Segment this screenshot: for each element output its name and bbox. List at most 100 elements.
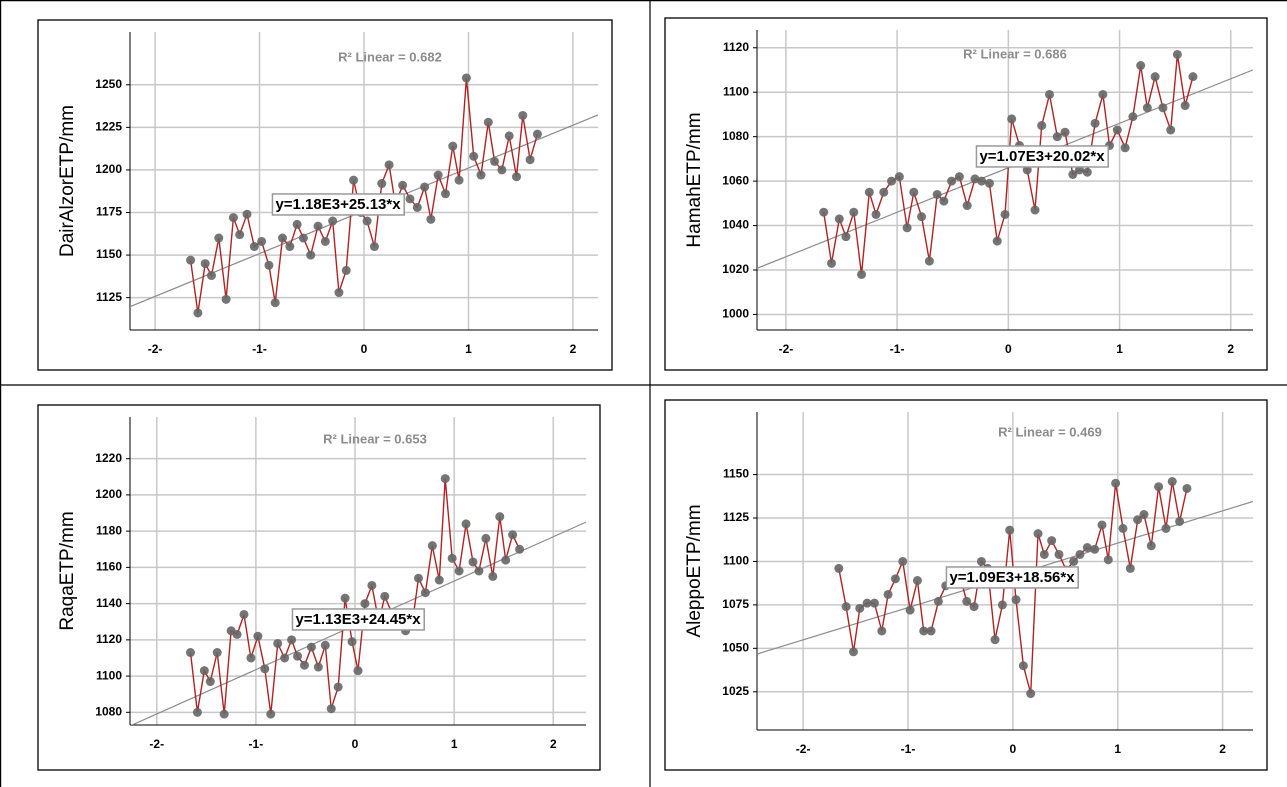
data-point — [1175, 516, 1185, 526]
data-point — [1018, 661, 1028, 671]
y-tick-label: 1200 — [95, 487, 122, 501]
data-point — [1180, 101, 1190, 111]
data-point — [841, 232, 851, 242]
data-point — [1005, 525, 1015, 535]
data-point — [898, 556, 908, 566]
data-point — [1097, 520, 1107, 530]
data-point — [483, 117, 493, 127]
data-point — [461, 73, 471, 83]
y-tick-label: 1025 — [722, 684, 749, 698]
data-point — [481, 533, 491, 543]
data-point — [926, 626, 936, 636]
equation-label: y=1.13E3+24.45*x — [295, 611, 421, 628]
x-tick-label: -1- — [901, 742, 916, 756]
data-point — [306, 642, 316, 652]
data-point — [1060, 127, 1070, 137]
chart-panel: -2- -1- 0 1 2 1000 1020 1040 1060 1080 1100 1120 Ham… — [664, 17, 1268, 371]
data-point — [440, 189, 450, 199]
data-point — [257, 236, 267, 246]
data-point — [205, 677, 215, 687]
data-point — [214, 233, 224, 243]
data-line — [189, 478, 521, 715]
data-point — [939, 196, 949, 206]
panel-frame — [664, 17, 1268, 371]
data-point — [1111, 478, 1121, 488]
data-point — [221, 294, 231, 304]
x-tick-label: -2- — [779, 342, 794, 356]
data-point — [969, 602, 979, 612]
data-point — [1022, 165, 1032, 175]
data-point — [504, 131, 514, 141]
data-point — [855, 603, 865, 613]
data-point — [512, 172, 522, 182]
data-point — [827, 258, 837, 268]
data-point — [1044, 89, 1054, 99]
x-tick-label: 2 — [1219, 742, 1226, 756]
data-point — [185, 648, 195, 658]
x-tick-label: 0 — [361, 342, 368, 356]
y-tick-label: 1050 — [722, 640, 749, 654]
equation-box — [945, 566, 1079, 589]
y-tick-label: 1100 — [96, 668, 122, 682]
equation-label: y=1.09E3+18.56*x — [949, 569, 1075, 586]
data-point — [299, 660, 309, 670]
data-point — [1000, 209, 1010, 219]
data-point — [260, 664, 270, 674]
data-point — [1120, 143, 1130, 153]
data-point — [367, 580, 377, 590]
y-tick-label: 1125 — [723, 510, 749, 524]
data-point — [278, 233, 288, 243]
data-point — [849, 207, 859, 217]
data-point — [1075, 549, 1085, 559]
y-tick-label: 1125 — [96, 290, 122, 304]
y-axis-label: AleppoETP/mm — [684, 504, 705, 637]
data-point — [834, 214, 844, 224]
data-point — [433, 170, 443, 180]
x-tick-label: -2- — [148, 342, 163, 356]
x-tick-label: 2 — [550, 737, 557, 751]
data-point — [306, 250, 316, 260]
data-point — [249, 242, 259, 252]
data-point — [879, 187, 889, 197]
y-tick-label: 1040 — [722, 218, 749, 232]
y-tick-label: 1075 — [722, 597, 749, 611]
data-point — [819, 207, 829, 217]
data-point — [469, 151, 479, 161]
data-point — [992, 236, 1002, 246]
data-point — [362, 216, 372, 226]
r2-annotation: R² Linear = 0.469 — [998, 424, 1102, 439]
data-point — [253, 631, 263, 641]
data-point — [293, 651, 303, 661]
data-point — [1037, 121, 1047, 131]
data-point — [273, 638, 283, 648]
data-point — [468, 557, 478, 567]
data-point — [1007, 114, 1017, 124]
data-point — [497, 165, 507, 175]
data-point — [199, 666, 209, 676]
data-point — [501, 555, 511, 565]
y-tick-label: 1020 — [722, 262, 749, 276]
data-point — [1150, 72, 1160, 82]
data-point — [1047, 536, 1057, 546]
data-point — [1128, 112, 1138, 122]
data-point — [448, 141, 458, 151]
data-point — [932, 189, 942, 199]
data-point — [434, 575, 444, 585]
x-tick-label: 0 — [1010, 742, 1017, 756]
data-point — [1075, 165, 1085, 175]
data-point — [347, 637, 357, 647]
x-tick-label: -2- — [149, 737, 164, 751]
data-point — [266, 709, 276, 719]
y-tick-label: 1000 — [722, 307, 749, 321]
data-point — [427, 541, 437, 551]
data-point — [508, 530, 518, 540]
y-tick-label: 1200 — [95, 162, 122, 176]
y-tick-label: 1220 — [95, 451, 122, 465]
fit-line — [757, 69, 1253, 269]
x-tick-label: 1 — [1114, 742, 1121, 756]
data-point — [413, 573, 423, 583]
data-point — [380, 591, 390, 601]
data-point — [834, 563, 844, 573]
x-tick-label: 2 — [1227, 342, 1234, 356]
data-point — [1068, 169, 1078, 179]
